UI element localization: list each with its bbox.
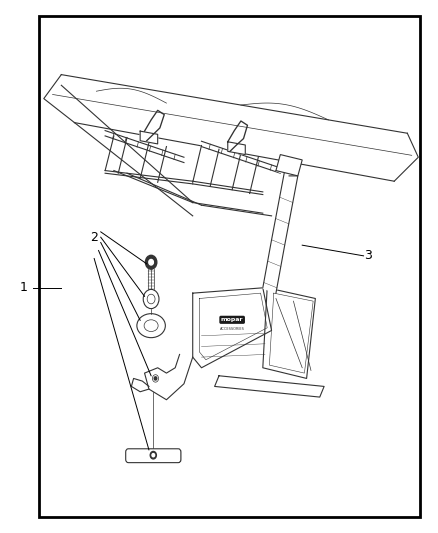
Polygon shape [105, 131, 184, 163]
Polygon shape [127, 450, 180, 461]
Bar [39, 16, 420, 517]
Text: 1: 1 [20, 281, 28, 294]
Text: 3: 3 [364, 249, 372, 262]
Polygon shape [44, 75, 418, 181]
FancyBboxPatch shape [126, 449, 181, 463]
Text: 2: 2 [90, 231, 98, 244]
Polygon shape [201, 141, 280, 173]
Polygon shape [263, 288, 315, 378]
Polygon shape [215, 376, 324, 397]
Polygon shape [140, 131, 158, 144]
Ellipse shape [144, 320, 158, 332]
Circle shape [152, 375, 159, 382]
Text: ACCESSORIES: ACCESSORIES [220, 327, 244, 332]
Circle shape [147, 294, 155, 304]
Circle shape [154, 377, 157, 380]
Circle shape [143, 289, 159, 309]
Polygon shape [228, 142, 245, 155]
Polygon shape [276, 155, 302, 176]
Text: mopar: mopar [221, 317, 244, 322]
Ellipse shape [137, 313, 166, 338]
Polygon shape [145, 354, 193, 400]
Circle shape [149, 260, 153, 265]
Circle shape [145, 255, 157, 269]
Polygon shape [193, 288, 272, 368]
Circle shape [152, 454, 155, 457]
Polygon shape [263, 171, 298, 293]
Circle shape [150, 451, 156, 459]
